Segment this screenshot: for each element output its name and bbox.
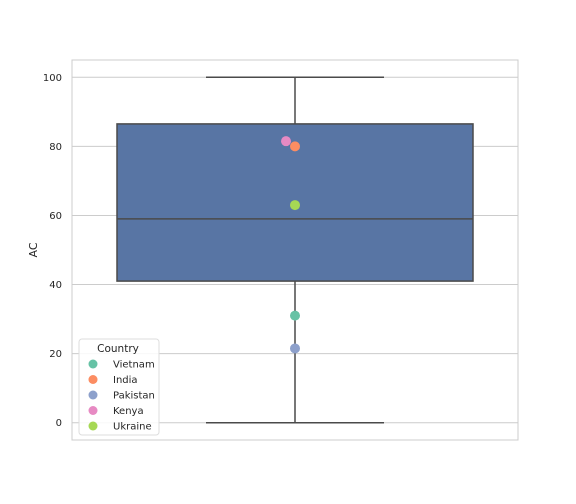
legend-title: Country: [97, 343, 139, 355]
point-ukraine: [290, 200, 300, 211]
point-kenya: [281, 136, 291, 147]
point-pakistan: [290, 343, 300, 354]
data-points: [281, 136, 300, 354]
y-tick-label: 20: [49, 349, 62, 360]
y-tick-label: 40: [49, 280, 62, 291]
legend-items: Vietnam India Pakistan Kenya Ukraine: [88, 359, 155, 433]
y-tick-label: 0: [56, 418, 62, 429]
legend-label-vietnam: Vietnam: [113, 360, 155, 371]
point-india: [290, 141, 300, 152]
y-tick-labels: 0 20 40 60 80 100: [43, 73, 62, 429]
legend-marker-india: [88, 375, 98, 384]
legend-marker-pakistan: [88, 390, 98, 400]
y-tick-label: 60: [49, 211, 62, 222]
legend-marker-vietnam: [88, 359, 98, 369]
legend-marker-ukraine: [88, 421, 98, 431]
legend: Country Vietnam India Pakistan Kenya Ukraine: [78, 338, 160, 436]
legend-label-ukraine: Ukraine: [113, 422, 152, 433]
legend-label-pakistan: Pakistan: [113, 391, 155, 402]
legend-marker-kenya: [88, 406, 98, 415]
legend-box: [78, 338, 160, 436]
y-axis-label: AC: [27, 242, 40, 257]
y-tick-label: 100: [43, 73, 62, 84]
legend-label-kenya: Kenya: [113, 406, 144, 417]
legend-label-india: India: [113, 375, 138, 386]
y-tick-label: 80: [49, 142, 62, 153]
point-vietnam: [290, 310, 300, 321]
